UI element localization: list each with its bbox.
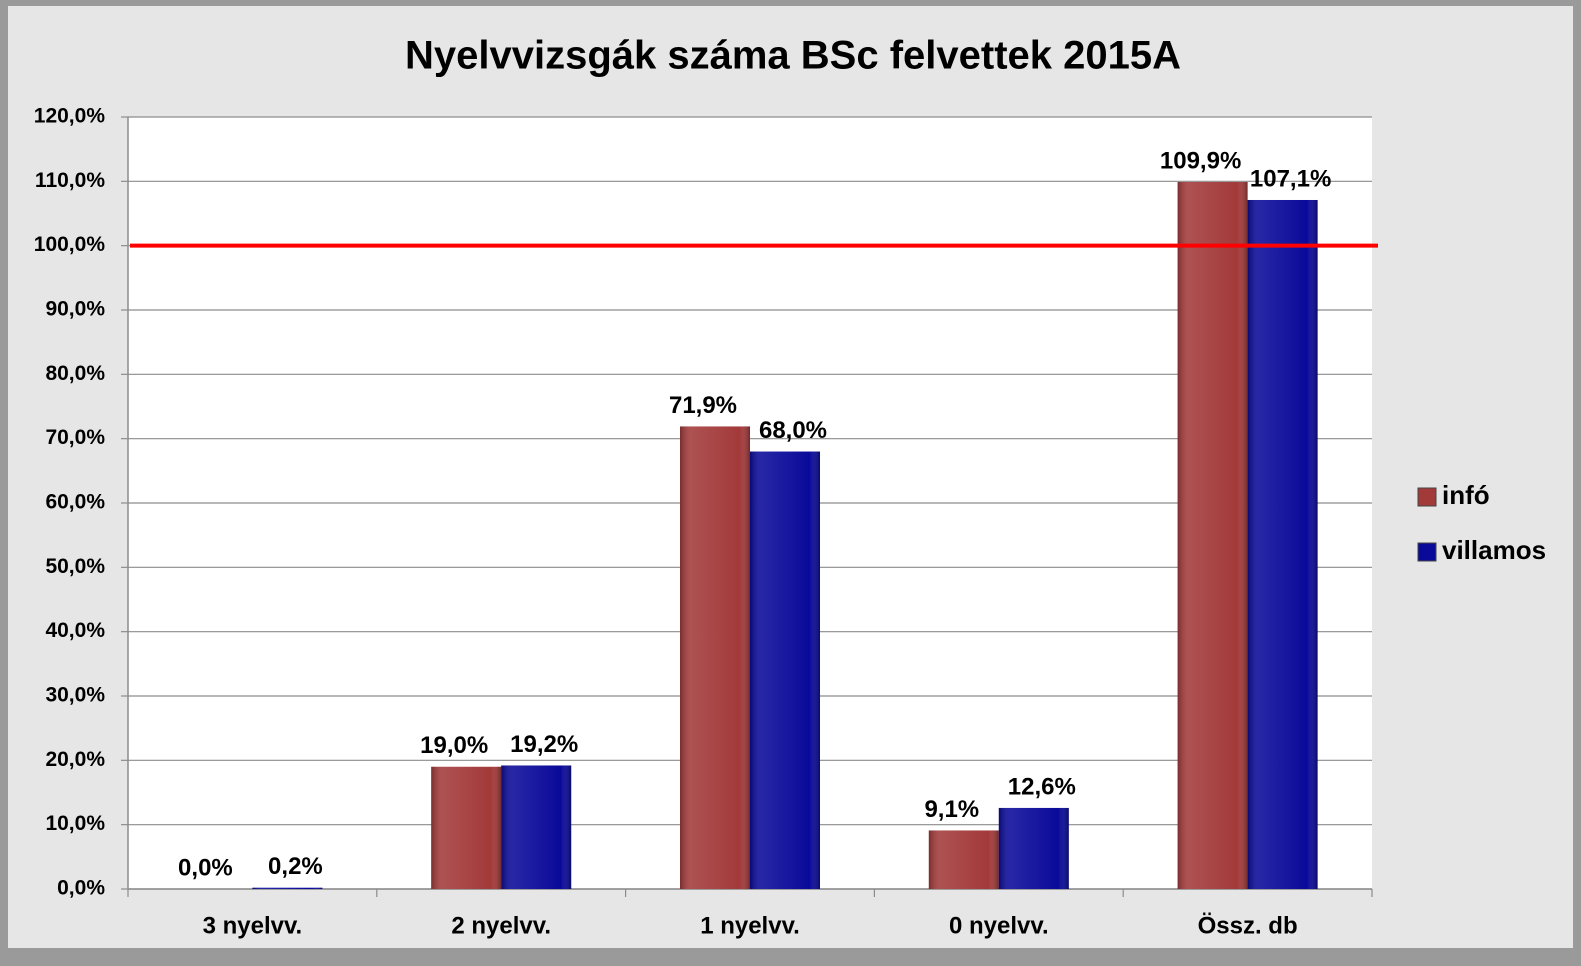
x-tick-label: 0 nyelvv. [949,912,1049,939]
bar-shading [1247,199,1318,890]
y-tick-label: 0,0% [57,877,105,900]
bar-shading [750,451,820,889]
y-tick-label: 100,0% [34,233,106,256]
chart-title: Nyelvvizsgák száma BSc felvettek 2015A [405,34,1181,78]
legend-swatch [1417,487,1437,507]
data-label: 19,2% [510,731,578,758]
y-tick-label: 30,0% [45,684,105,707]
legend-swatch [1417,542,1437,562]
data-label: 0,0% [178,854,233,881]
bar-shading [501,765,572,889]
bar-shading [998,807,1069,889]
legend-label: villamos [1442,535,1546,565]
y-tick-label: 60,0% [45,491,105,514]
bar-shading [680,426,750,889]
x-tick-label: Össz. db [1198,912,1298,939]
bar-shading [431,766,502,889]
x-tick-label: 1 nyelvv. [700,912,800,939]
y-tick-label: 70,0% [45,426,105,449]
x-tick-label: 2 nyelvv. [451,912,551,939]
data-label: 107,1% [1250,165,1331,192]
y-tick-label: 80,0% [45,362,105,385]
y-tick-label: 120,0% [34,105,106,128]
y-tick-label: 50,0% [45,555,105,578]
data-label: 9,1% [924,796,979,823]
data-label: 71,9% [669,392,737,419]
y-tick-label: 20,0% [45,748,105,771]
x-tick-label: 3 nyelvv. [203,912,303,939]
data-label: 109,9% [1160,147,1241,174]
data-label: 68,0% [759,417,827,444]
data-label: 0,2% [268,853,323,880]
bar-shading [928,830,999,889]
legend-label: infó [1442,480,1490,510]
bar-shading [252,887,323,889]
data-label: 12,6% [1008,773,1076,800]
y-tick-label: 110,0% [35,169,105,192]
y-tick-label: 90,0% [45,298,105,321]
y-tick-label: 10,0% [45,812,105,835]
y-tick-label: 40,0% [45,619,105,642]
bar-shading [1177,181,1248,889]
data-label: 19,0% [420,732,488,759]
